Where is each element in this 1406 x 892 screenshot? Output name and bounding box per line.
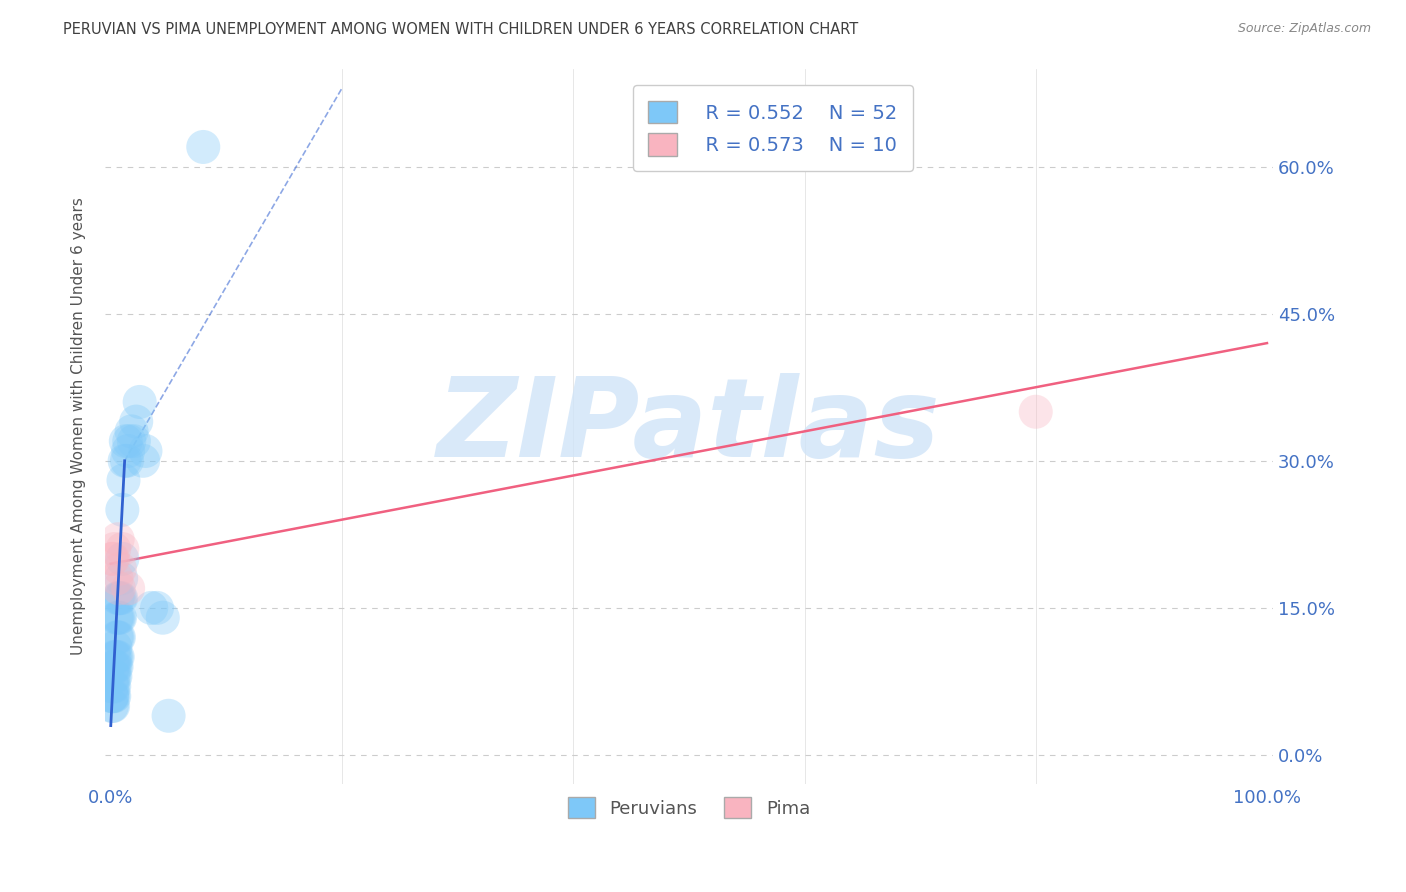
Point (108, 562, 131, 576)
Text: Source: ZipAtlas.com: Source: ZipAtlas.com (1237, 22, 1371, 36)
Point (117, 582, 139, 596)
Point (193, 140, 215, 154)
Point (101, 659, 124, 673)
Point (1025, 405, 1047, 419)
Point (110, 572, 132, 586)
Point (104, 659, 127, 673)
Point (107, 630, 129, 644)
Point (108, 611, 131, 625)
Point (146, 601, 169, 615)
Text: ZIPatlas: ZIPatlas (437, 373, 941, 480)
Point (101, 669, 124, 683)
Point (115, 454, 138, 468)
Point (107, 611, 129, 625)
Legend: Peruvians, Pima: Peruvians, Pima (561, 790, 817, 825)
Point (104, 640, 127, 654)
Point (121, 425, 143, 439)
Point (107, 533, 129, 547)
Y-axis label: Unemployment Among Women with Children Under 6 years: Unemployment Among Women with Children U… (72, 197, 86, 656)
Point (125, 415, 148, 429)
Point (105, 649, 128, 664)
Point (101, 679, 124, 693)
Point (101, 689, 124, 703)
Point (105, 630, 128, 644)
Point (101, 552, 124, 566)
Point (103, 679, 125, 693)
Point (108, 591, 131, 606)
Point (114, 454, 136, 468)
Point (105, 659, 128, 673)
Point (132, 454, 155, 468)
Point (101, 689, 124, 703)
Point (141, 601, 163, 615)
Point (101, 689, 124, 703)
Point (108, 591, 131, 606)
Point (101, 552, 124, 566)
Point (101, 679, 124, 693)
Point (108, 582, 131, 596)
Point (103, 542, 125, 557)
Point (101, 698, 124, 713)
Point (117, 444, 139, 458)
Point (122, 434, 145, 449)
Text: PERUVIAN VS PIMA UNEMPLOYMENT AMONG WOMEN WITH CHILDREN UNDER 6 YEARS CORRELATIO: PERUVIAN VS PIMA UNEMPLOYMENT AMONG WOME… (63, 22, 859, 37)
Point (110, 591, 132, 606)
Point (111, 503, 134, 517)
Point (111, 542, 134, 557)
Point (101, 698, 124, 713)
Point (128, 395, 150, 409)
Point (103, 659, 125, 673)
Point (134, 444, 156, 458)
Point (157, 708, 180, 723)
Point (111, 552, 134, 566)
Point (104, 669, 127, 683)
Point (108, 611, 131, 625)
Point (103, 689, 125, 703)
Point (118, 434, 141, 449)
Point (112, 474, 135, 488)
Point (107, 591, 129, 606)
Point (105, 572, 128, 586)
Point (104, 649, 127, 664)
Point (107, 649, 129, 664)
Point (105, 611, 128, 625)
Point (103, 669, 125, 683)
Point (103, 649, 125, 664)
Point (114, 434, 136, 449)
Point (108, 630, 131, 644)
Point (152, 611, 174, 625)
